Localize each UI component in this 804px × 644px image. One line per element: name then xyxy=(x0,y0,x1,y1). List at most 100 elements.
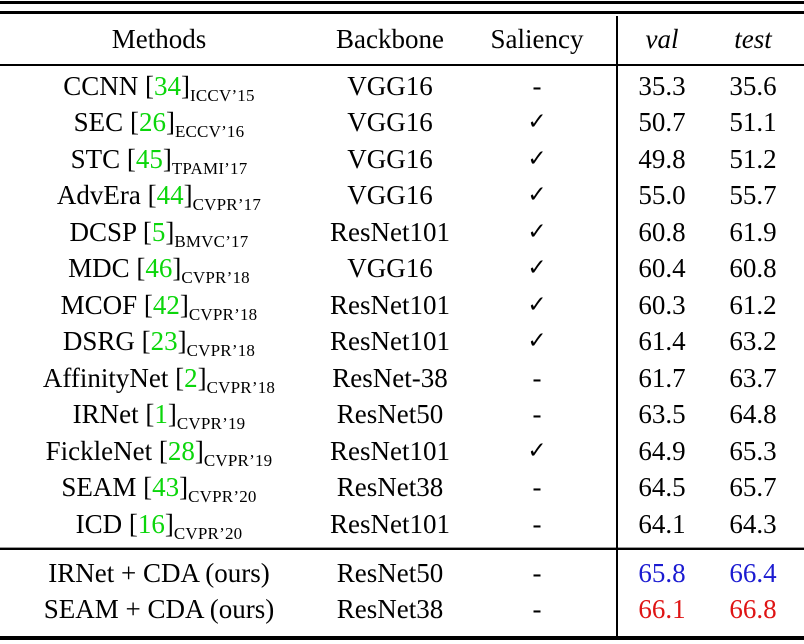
table-row: STC [45]TPAMI’17 VGG16 ✓ 49.8 51.2 xyxy=(0,141,804,178)
citation-number: 44 xyxy=(156,180,184,211)
backbone-cell: VGG16 xyxy=(347,143,433,174)
val-cell: 64.1 xyxy=(638,508,686,539)
venue-label: CVPR’19 xyxy=(176,414,246,434)
table-row: DCSP [5]BMVC’17 ResNet101 ✓ 60.8 61.9 xyxy=(0,214,804,251)
saliency-cell: ✓ xyxy=(527,145,547,172)
method-name: AdvEra xyxy=(56,180,141,211)
val-cell: 64.9 xyxy=(638,435,686,466)
ours-table-row: IRNet + CDA (ours) ResNet50 - 65.8 66.4 xyxy=(0,555,804,592)
method-name: SEAM xyxy=(61,472,137,503)
citation-number: 43 xyxy=(152,472,180,503)
citation-bracket-close: ] xyxy=(197,362,207,393)
table-header-row: Methods Backbone Saliency val test xyxy=(0,14,804,64)
citation-number: 42 xyxy=(152,289,180,320)
test-cell: 51.1 xyxy=(729,107,777,138)
backbone-cell: ResNet101 xyxy=(330,326,450,357)
venue-label: ICCV’15 xyxy=(190,85,255,105)
saliency-cell: ✓ xyxy=(527,109,547,136)
vertical-column-rule xyxy=(616,16,618,636)
venue-label: CVPR’19 xyxy=(203,450,273,470)
test-cell: 66.8 xyxy=(729,594,777,625)
method-name: IRNet + CDA (ours) xyxy=(48,557,270,588)
val-cell: 64.5 xyxy=(638,472,686,503)
test-cell: 51.2 xyxy=(729,143,777,174)
citation-bracket-close: ] xyxy=(165,107,175,138)
citation-bracket-close: ] xyxy=(194,435,204,466)
backbone-cell: VGG16 xyxy=(347,70,433,101)
backbone-cell: ResNet50 xyxy=(336,557,444,588)
citation-bracket-close: ] xyxy=(167,399,177,430)
top-double-rule xyxy=(0,1,804,14)
method-cell: DCSP [5]BMVC’17 xyxy=(0,216,318,250)
backbone-cell: ResNet38 xyxy=(336,594,444,625)
method-name: DSRG xyxy=(62,326,135,357)
method-name: MDC xyxy=(68,253,130,284)
citation-number: 45 xyxy=(135,143,163,174)
val-cell: 50.7 xyxy=(638,107,686,138)
citation-bracket-open: [ xyxy=(158,435,168,466)
ours-table-row: SEAM + CDA (ours) ResNet38 - 66.1 66.8 xyxy=(0,592,804,629)
method-cell: IRNet + CDA (ours) xyxy=(0,557,318,588)
test-cell: 65.3 xyxy=(729,435,777,466)
method-cell: SEAM + CDA (ours) xyxy=(0,596,318,623)
citation-bracket-close: ] xyxy=(183,180,193,211)
table-body: CCNN [34]ICCV’15 VGG16 - 35.3 35.6 SEC [… xyxy=(0,68,804,543)
saliency-cell: - xyxy=(532,362,542,393)
method-cell: ICD [16]CVPR’20 xyxy=(0,508,318,542)
method-cell: MCOF [42]CVPR’18 xyxy=(0,289,318,323)
val-cell: 65.8 xyxy=(638,557,686,588)
citation-bracket-close: ] xyxy=(177,326,187,357)
citation-bracket-open: [ xyxy=(143,289,153,320)
table-row: MDC [46]CVPR’18 VGG16 ✓ 60.4 60.8 xyxy=(0,251,804,288)
test-cell: 60.8 xyxy=(729,253,777,284)
citation-bracket-close: ] xyxy=(164,508,174,539)
backbone-cell: ResNet101 xyxy=(330,289,450,320)
citation-bracket-open: [ xyxy=(142,216,152,247)
venue-label: CVPR’17 xyxy=(192,195,262,215)
saliency-cell: - xyxy=(532,508,542,539)
method-cell: DSRG [23]CVPR’18 xyxy=(0,326,318,360)
method-cell: CCNN [34]ICCV’15 xyxy=(0,72,318,104)
citation-bracket-open: [ xyxy=(145,399,155,430)
test-cell: 61.9 xyxy=(729,216,777,247)
backbone-cell: VGG16 xyxy=(347,180,433,211)
citation-bracket-close: ] xyxy=(162,143,172,174)
saliency-cell: ✓ xyxy=(527,255,547,282)
method-name: SEC xyxy=(73,107,124,138)
backbone-cell: ResNet38 xyxy=(336,472,444,503)
citation-number: 5 xyxy=(151,216,166,247)
venue-label: ECCV’16 xyxy=(174,122,245,142)
table-row: SEAM [43]CVPR’20 ResNet38 - 64.5 65.7 xyxy=(0,470,804,507)
test-cell: 55.7 xyxy=(729,180,777,211)
method-name: SEAM + CDA (ours) xyxy=(43,594,275,625)
val-cell: 63.5 xyxy=(638,399,686,430)
saliency-cell: - xyxy=(532,70,542,101)
venue-label: CVPR’18 xyxy=(186,341,256,361)
table-row: MCOF [42]CVPR’18 ResNet101 ✓ 60.3 61.2 xyxy=(0,287,804,324)
method-cell: AdvEra [44]CVPR’17 xyxy=(0,180,318,214)
table-row: CCNN [34]ICCV’15 VGG16 - 35.3 35.6 xyxy=(0,68,804,105)
method-cell: AffinityNet [2]CVPR’18 xyxy=(0,362,318,396)
test-cell: 61.2 xyxy=(729,289,777,320)
citation-bracket-close: ] xyxy=(165,216,175,247)
citation-bracket-open: [ xyxy=(136,253,146,284)
citation-bracket-close: ] xyxy=(172,253,182,284)
test-cell: 35.6 xyxy=(729,70,777,101)
venue-label: CVPR’20 xyxy=(173,523,243,543)
citation-bracket-open: [ xyxy=(128,508,138,539)
val-cell: 60.4 xyxy=(638,253,686,284)
method-name: AffinityNet xyxy=(42,362,169,393)
val-cell: 61.7 xyxy=(638,362,686,393)
venue-label: CVPR’20 xyxy=(188,487,257,507)
header-val: val xyxy=(645,23,679,54)
citation-number: 1 xyxy=(154,399,168,430)
venue-label: TPAMI’17 xyxy=(171,158,248,178)
test-cell: 65.7 xyxy=(729,472,777,503)
table-row: IRNet [1]CVPR’19 ResNet50 - 63.5 64.8 xyxy=(0,397,804,434)
val-cell: 66.1 xyxy=(638,594,686,625)
test-cell: 64.3 xyxy=(729,508,777,539)
bottom-rule xyxy=(0,636,804,640)
val-cell: 55.0 xyxy=(638,180,686,211)
header-methods: Methods xyxy=(111,23,207,54)
